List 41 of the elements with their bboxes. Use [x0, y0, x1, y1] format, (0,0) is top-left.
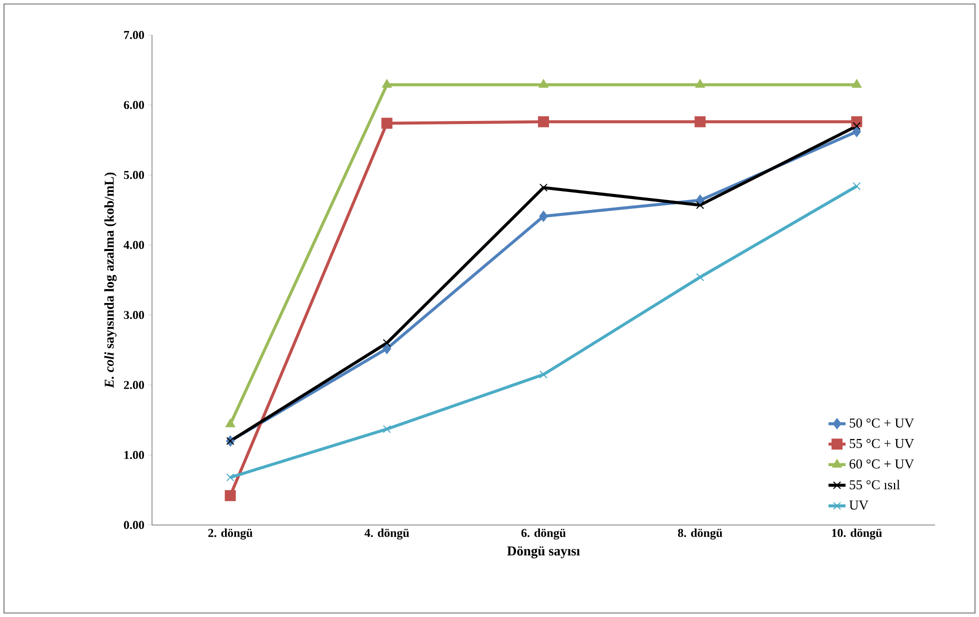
point	[852, 182, 861, 190]
point	[694, 116, 706, 128]
x-axis-title: Döngü sayısı	[507, 546, 580, 558]
point	[538, 116, 550, 128]
point	[695, 79, 705, 88]
point	[539, 210, 548, 222]
point	[539, 184, 548, 192]
point	[382, 425, 391, 434]
x-tick-label: 10. döngü	[832, 528, 882, 540]
point	[538, 79, 548, 88]
point	[696, 201, 704, 210]
x-tick-label: 6. döngü	[521, 528, 566, 540]
y-tick-label: 3.00	[124, 310, 144, 320]
y-tick-label: 5.00	[124, 170, 144, 180]
legend-label: 55 °C + UV	[850, 438, 914, 448]
point	[226, 473, 234, 482]
legend-label: UV	[849, 500, 868, 510]
y-tick-label: 7.00	[124, 30, 144, 40]
y-axis-title: E. coli sayısında log azalma (kob/mL)	[104, 172, 117, 388]
x-tick-label: 8. döngü	[678, 528, 722, 540]
point	[224, 490, 236, 502]
point	[382, 338, 391, 348]
point	[539, 370, 548, 379]
y-tick-label: 2.00	[124, 380, 144, 390]
point	[852, 79, 862, 88]
y-tick-label: 6.00	[124, 100, 144, 110]
legend-label: 50 °C + UV	[850, 418, 914, 428]
y-tick-label: 0.00	[124, 520, 144, 530]
point	[852, 122, 861, 130]
legend-label: 60 °C + UV	[850, 459, 914, 469]
legend-label: 55 °C ısıl	[850, 480, 900, 490]
point	[381, 118, 392, 129]
point	[852, 126, 861, 138]
y-tick-label: 1.00	[124, 450, 144, 460]
point	[382, 343, 392, 354]
point	[696, 273, 704, 282]
point	[382, 79, 392, 88]
point	[225, 418, 236, 428]
y-tick-label: 4.00	[124, 240, 144, 250]
x-tick-label: 2. döngü	[208, 528, 252, 540]
x-tick-label: 4. döngü	[364, 528, 410, 540]
